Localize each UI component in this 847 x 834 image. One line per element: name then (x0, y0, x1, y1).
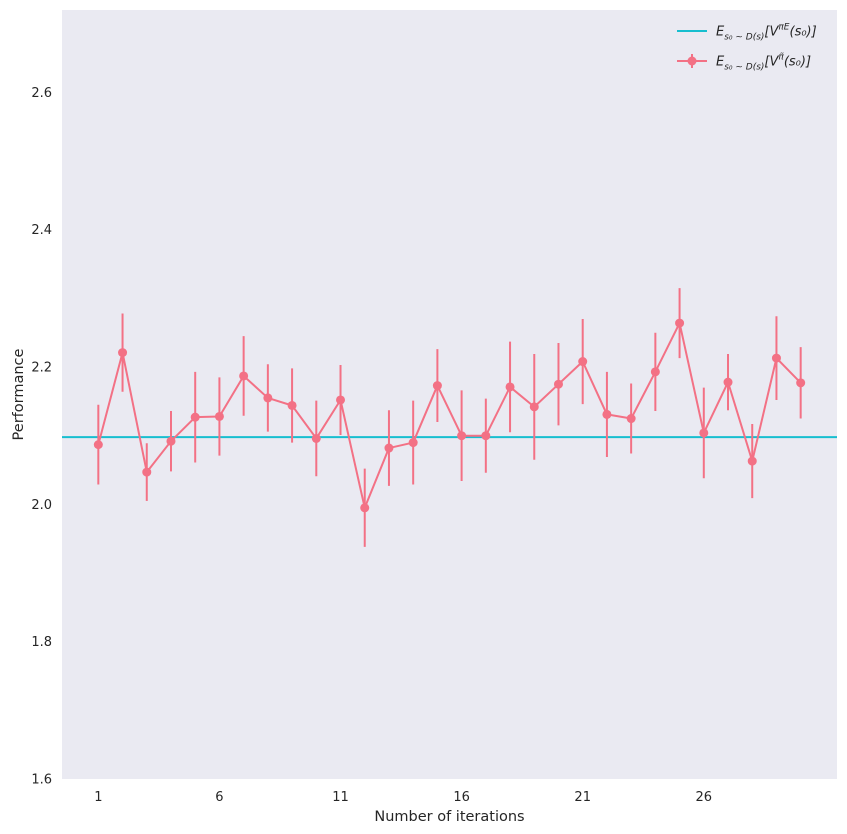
data-point (384, 443, 394, 453)
legend-label-part: π̃ (778, 53, 784, 63)
data-point (336, 395, 346, 405)
x-tick-label: 11 (332, 790, 349, 805)
x-axis-label: Number of iterations (374, 809, 524, 825)
x-tick-label: 16 (453, 790, 470, 805)
legend: Es₀ ∼ D(s)[VπE(s₀)]Es₀ ∼ D(s)[Vπ̃(s₀)] (677, 23, 817, 73)
data-point (529, 402, 539, 412)
y-tick-labels: 1.6 1.8 2.0 2.2 2.4 2.6 (31, 86, 52, 788)
data-point (190, 412, 200, 422)
data-point (263, 393, 273, 403)
data-point (360, 503, 370, 513)
legend-label-part: (s₀)] (790, 25, 817, 40)
data-point (118, 348, 128, 358)
plot-background (62, 10, 837, 779)
data-point (408, 438, 418, 448)
legend-label-part: s₀ ∼ D(s) (724, 63, 764, 73)
legend-label: Es₀ ∼ D(s)[VπE(s₀)] (716, 23, 817, 43)
legend-marker (687, 56, 697, 66)
data-point (747, 456, 757, 466)
data-point (239, 371, 249, 381)
x-tick-label: 26 (696, 790, 713, 805)
marker-layer (93, 318, 806, 513)
y-tick-label: 2.4 (31, 223, 52, 238)
data-point (796, 378, 806, 388)
y-tick-label: 2.0 (31, 498, 52, 513)
data-point (771, 353, 781, 363)
data-point (311, 433, 321, 443)
legend-label-part: E (716, 25, 725, 40)
data-point (481, 431, 491, 441)
data-point (675, 318, 685, 328)
data-point (457, 431, 467, 441)
data-point (650, 367, 660, 377)
y-tick-label: 2.6 (31, 86, 52, 101)
x-tick-labels: 1 6 11 16 21 26 (94, 790, 712, 805)
data-point (723, 377, 733, 387)
x-tick-label: 6 (215, 790, 223, 805)
data-point (553, 379, 563, 389)
y-tick-label: 2.2 (31, 361, 52, 376)
data-point (578, 357, 588, 367)
legend-label-part: [V (764, 25, 779, 40)
x-tick-label: 21 (574, 790, 591, 805)
legend-label-part: [V (764, 55, 779, 70)
y-tick-label: 1.6 (31, 773, 52, 788)
data-point (626, 414, 636, 424)
data-point (432, 381, 442, 391)
data-point (699, 428, 709, 438)
data-point (602, 409, 612, 419)
legend-label-part: (s₀)] (784, 55, 811, 70)
data-point (505, 382, 515, 392)
data-point (93, 440, 103, 450)
data-point (214, 411, 224, 421)
legend-label-part: E (716, 55, 725, 70)
y-tick-label: 1.8 (31, 635, 52, 650)
data-point (287, 400, 297, 410)
x-tick-label: 1 (94, 790, 102, 805)
y-axis-label: Performance (11, 348, 27, 440)
legend-label: Es₀ ∼ D(s)[Vπ̃(s₀)] (716, 53, 811, 73)
legend-label-part: πE (778, 23, 789, 33)
data-point (142, 467, 152, 477)
data-point (166, 436, 176, 446)
legend-label-part: s₀ ∼ D(s) (724, 33, 764, 43)
